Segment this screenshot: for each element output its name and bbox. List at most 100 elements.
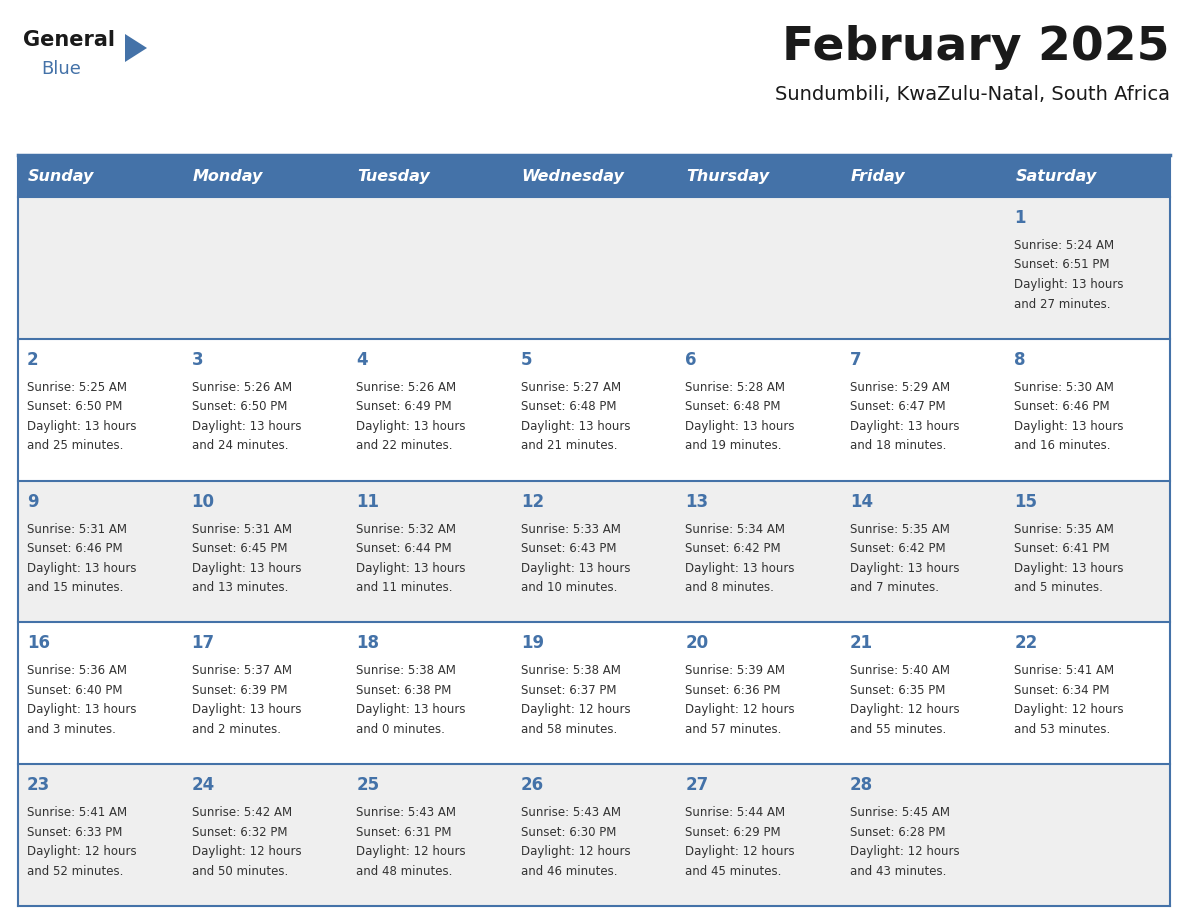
FancyBboxPatch shape bbox=[18, 622, 1170, 764]
Text: Sunset: 6:38 PM: Sunset: 6:38 PM bbox=[356, 684, 451, 697]
Text: Sunset: 6:49 PM: Sunset: 6:49 PM bbox=[356, 400, 451, 413]
Text: 26: 26 bbox=[520, 777, 544, 794]
Text: Sunset: 6:51 PM: Sunset: 6:51 PM bbox=[1015, 259, 1110, 272]
Text: Daylight: 12 hours: Daylight: 12 hours bbox=[849, 703, 960, 716]
Text: Friday: Friday bbox=[851, 169, 905, 184]
FancyBboxPatch shape bbox=[18, 764, 1170, 906]
Text: Daylight: 13 hours: Daylight: 13 hours bbox=[27, 562, 137, 575]
Text: Sunrise: 5:32 AM: Sunrise: 5:32 AM bbox=[356, 522, 456, 535]
Text: Daylight: 12 hours: Daylight: 12 hours bbox=[685, 845, 795, 858]
Text: Sunset: 6:46 PM: Sunset: 6:46 PM bbox=[27, 543, 122, 555]
Text: Monday: Monday bbox=[192, 169, 263, 184]
Text: and 55 minutes.: and 55 minutes. bbox=[849, 722, 946, 736]
Text: and 3 minutes.: and 3 minutes. bbox=[27, 722, 116, 736]
Text: Daylight: 12 hours: Daylight: 12 hours bbox=[520, 845, 631, 858]
Text: 15: 15 bbox=[1015, 493, 1037, 510]
Text: Daylight: 13 hours: Daylight: 13 hours bbox=[685, 562, 795, 575]
Polygon shape bbox=[125, 34, 147, 62]
Text: 3: 3 bbox=[191, 351, 203, 369]
Text: Sunset: 6:41 PM: Sunset: 6:41 PM bbox=[1015, 543, 1110, 555]
Text: and 7 minutes.: and 7 minutes. bbox=[849, 581, 939, 594]
Text: Sunset: 6:39 PM: Sunset: 6:39 PM bbox=[191, 684, 287, 697]
Text: and 10 minutes.: and 10 minutes. bbox=[520, 581, 617, 594]
Text: Sunset: 6:44 PM: Sunset: 6:44 PM bbox=[356, 543, 451, 555]
Text: Sunrise: 5:39 AM: Sunrise: 5:39 AM bbox=[685, 665, 785, 677]
Text: and 58 minutes.: and 58 minutes. bbox=[520, 722, 617, 736]
FancyBboxPatch shape bbox=[18, 481, 1170, 622]
Text: Sunrise: 5:41 AM: Sunrise: 5:41 AM bbox=[27, 806, 127, 819]
Text: 27: 27 bbox=[685, 777, 708, 794]
Text: and 21 minutes.: and 21 minutes. bbox=[520, 440, 618, 453]
Text: Sunrise: 5:33 AM: Sunrise: 5:33 AM bbox=[520, 522, 620, 535]
Text: Daylight: 13 hours: Daylight: 13 hours bbox=[27, 703, 137, 716]
Text: Daylight: 12 hours: Daylight: 12 hours bbox=[685, 703, 795, 716]
Text: Sunset: 6:47 PM: Sunset: 6:47 PM bbox=[849, 400, 946, 413]
Text: Daylight: 13 hours: Daylight: 13 hours bbox=[1015, 278, 1124, 291]
Text: and 16 minutes.: and 16 minutes. bbox=[1015, 440, 1111, 453]
Text: 4: 4 bbox=[356, 351, 368, 369]
Text: Daylight: 12 hours: Daylight: 12 hours bbox=[1015, 703, 1124, 716]
Text: 21: 21 bbox=[849, 634, 873, 653]
Text: Daylight: 13 hours: Daylight: 13 hours bbox=[356, 703, 466, 716]
Text: Sunday: Sunday bbox=[29, 169, 94, 184]
Text: 22: 22 bbox=[1015, 634, 1037, 653]
Text: and 2 minutes.: and 2 minutes. bbox=[191, 722, 280, 736]
Text: Sunrise: 5:43 AM: Sunrise: 5:43 AM bbox=[356, 806, 456, 819]
Text: Thursday: Thursday bbox=[687, 169, 770, 184]
Text: Daylight: 13 hours: Daylight: 13 hours bbox=[685, 420, 795, 432]
Text: Sunrise: 5:44 AM: Sunrise: 5:44 AM bbox=[685, 806, 785, 819]
Text: Daylight: 13 hours: Daylight: 13 hours bbox=[191, 562, 301, 575]
Text: and 0 minutes.: and 0 minutes. bbox=[356, 722, 446, 736]
Text: General: General bbox=[23, 30, 115, 50]
Text: Sunset: 6:35 PM: Sunset: 6:35 PM bbox=[849, 684, 946, 697]
Text: Sunset: 6:34 PM: Sunset: 6:34 PM bbox=[1015, 684, 1110, 697]
Text: Sunset: 6:40 PM: Sunset: 6:40 PM bbox=[27, 684, 122, 697]
Text: 19: 19 bbox=[520, 634, 544, 653]
Text: Sunset: 6:36 PM: Sunset: 6:36 PM bbox=[685, 684, 781, 697]
Text: and 52 minutes.: and 52 minutes. bbox=[27, 865, 124, 878]
Text: Sunrise: 5:41 AM: Sunrise: 5:41 AM bbox=[1015, 665, 1114, 677]
Text: and 19 minutes.: and 19 minutes. bbox=[685, 440, 782, 453]
Text: Sunset: 6:48 PM: Sunset: 6:48 PM bbox=[685, 400, 781, 413]
Text: Sunrise: 5:31 AM: Sunrise: 5:31 AM bbox=[191, 522, 291, 535]
Text: 10: 10 bbox=[191, 493, 215, 510]
Text: Sunset: 6:50 PM: Sunset: 6:50 PM bbox=[191, 400, 287, 413]
Text: Sunset: 6:31 PM: Sunset: 6:31 PM bbox=[356, 825, 451, 839]
Text: Daylight: 12 hours: Daylight: 12 hours bbox=[849, 845, 960, 858]
Text: Daylight: 12 hours: Daylight: 12 hours bbox=[520, 703, 631, 716]
Text: and 24 minutes.: and 24 minutes. bbox=[191, 440, 287, 453]
Text: Sunrise: 5:36 AM: Sunrise: 5:36 AM bbox=[27, 665, 127, 677]
Text: Sundumbili, KwaZulu-Natal, South Africa: Sundumbili, KwaZulu-Natal, South Africa bbox=[775, 85, 1170, 104]
Text: Sunset: 6:28 PM: Sunset: 6:28 PM bbox=[849, 825, 946, 839]
Text: 20: 20 bbox=[685, 634, 708, 653]
Text: Wednesday: Wednesday bbox=[522, 169, 625, 184]
Text: Blue: Blue bbox=[42, 60, 81, 78]
Text: 8: 8 bbox=[1015, 351, 1026, 369]
Text: Sunrise: 5:37 AM: Sunrise: 5:37 AM bbox=[191, 665, 291, 677]
Text: and 22 minutes.: and 22 minutes. bbox=[356, 440, 453, 453]
Text: Sunrise: 5:35 AM: Sunrise: 5:35 AM bbox=[849, 522, 949, 535]
Text: Sunrise: 5:25 AM: Sunrise: 5:25 AM bbox=[27, 381, 127, 394]
Text: Tuesday: Tuesday bbox=[358, 169, 430, 184]
Text: Sunrise: 5:35 AM: Sunrise: 5:35 AM bbox=[1015, 522, 1114, 535]
Text: 25: 25 bbox=[356, 777, 379, 794]
Text: Saturday: Saturday bbox=[1016, 169, 1097, 184]
Text: 14: 14 bbox=[849, 493, 873, 510]
Text: Daylight: 13 hours: Daylight: 13 hours bbox=[191, 703, 301, 716]
Text: and 11 minutes.: and 11 minutes. bbox=[356, 581, 453, 594]
Text: 2: 2 bbox=[27, 351, 39, 369]
Text: Daylight: 13 hours: Daylight: 13 hours bbox=[356, 420, 466, 432]
Text: Daylight: 13 hours: Daylight: 13 hours bbox=[849, 562, 960, 575]
Text: 16: 16 bbox=[27, 634, 50, 653]
Text: and 50 minutes.: and 50 minutes. bbox=[191, 865, 287, 878]
Text: Daylight: 13 hours: Daylight: 13 hours bbox=[191, 420, 301, 432]
Text: Sunrise: 5:45 AM: Sunrise: 5:45 AM bbox=[849, 806, 950, 819]
Text: Sunset: 6:46 PM: Sunset: 6:46 PM bbox=[1015, 400, 1110, 413]
Text: and 15 minutes.: and 15 minutes. bbox=[27, 581, 124, 594]
Text: 17: 17 bbox=[191, 634, 215, 653]
Text: 7: 7 bbox=[849, 351, 861, 369]
Text: Sunset: 6:42 PM: Sunset: 6:42 PM bbox=[685, 543, 781, 555]
Text: Sunset: 6:30 PM: Sunset: 6:30 PM bbox=[520, 825, 617, 839]
Text: and 27 minutes.: and 27 minutes. bbox=[1015, 297, 1111, 310]
Text: Sunrise: 5:24 AM: Sunrise: 5:24 AM bbox=[1015, 239, 1114, 252]
